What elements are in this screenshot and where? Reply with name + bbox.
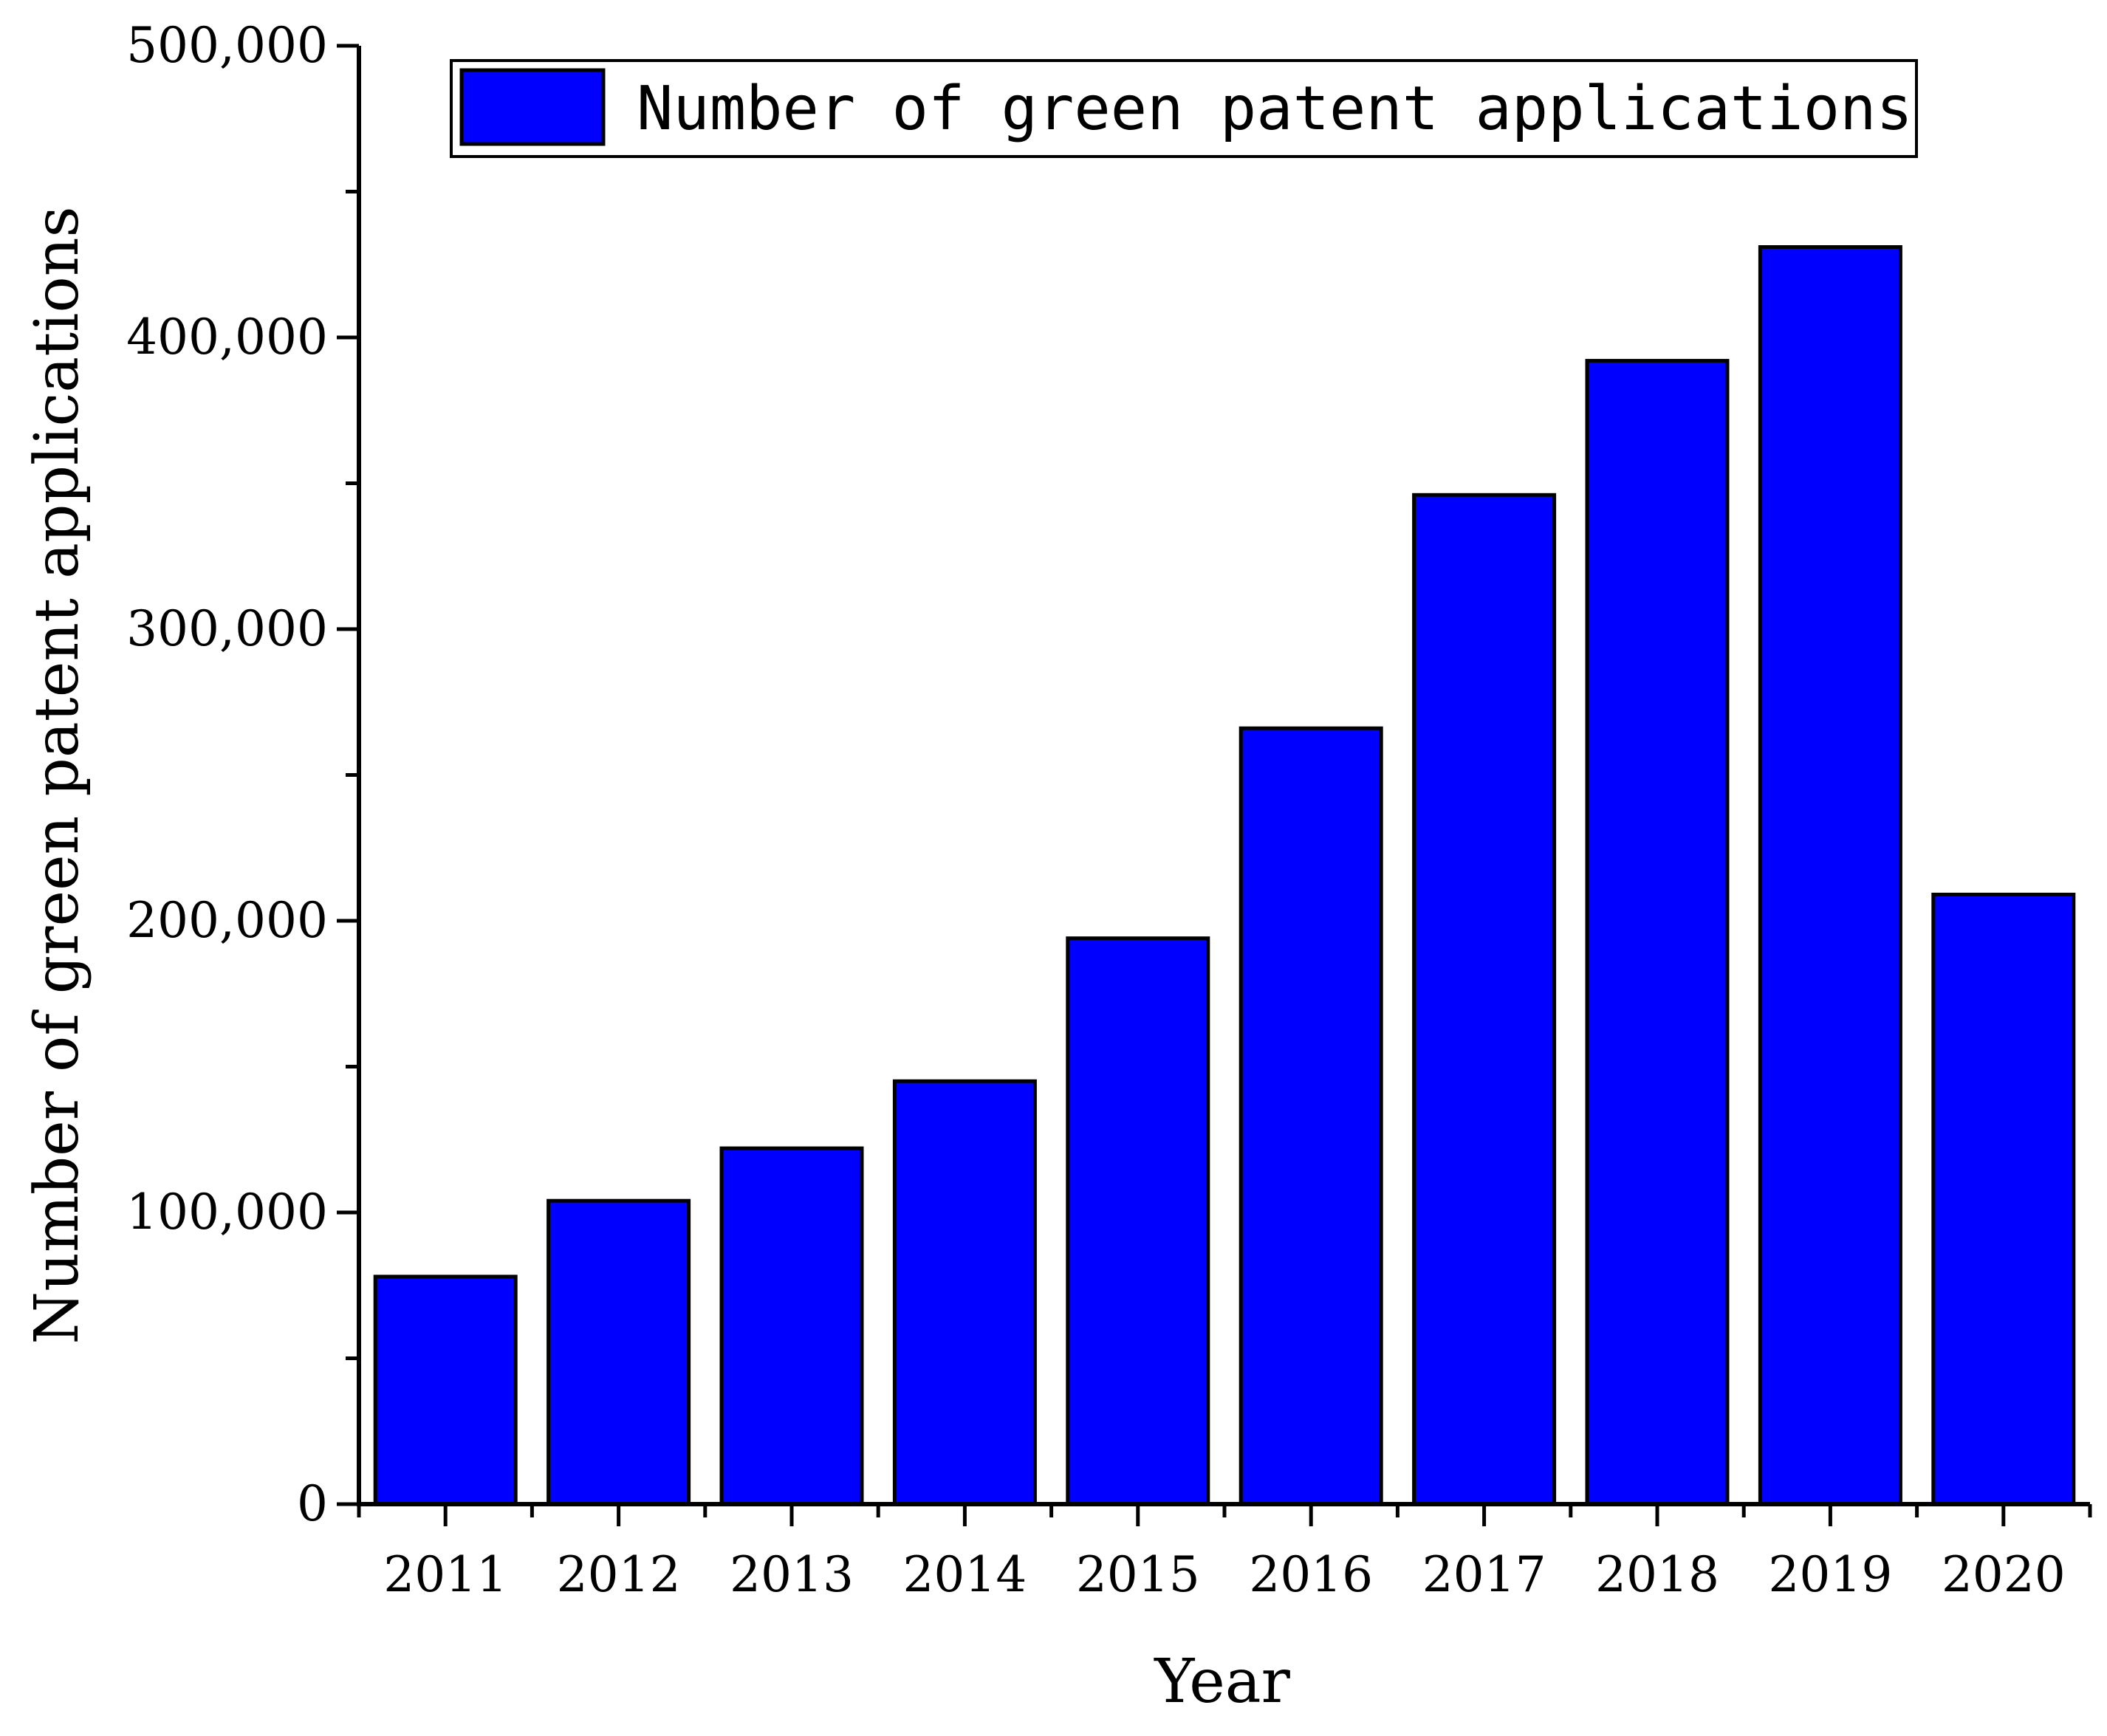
x-tick-label-2012: 2012 xyxy=(557,1546,681,1603)
bar-2018 xyxy=(1585,359,1730,1506)
legend-swatch xyxy=(459,68,606,146)
x-tick-label-2019: 2019 xyxy=(1768,1546,1892,1603)
x-tick-label-2016: 2016 xyxy=(1249,1546,1373,1603)
y-tick-label: 0 xyxy=(297,1475,328,1532)
x-tick-label-2017: 2017 xyxy=(1422,1546,1546,1603)
legend: Number of green patent applications xyxy=(450,59,1918,158)
y-tick-label: 200,000 xyxy=(126,892,328,949)
x-tick-label-2013: 2013 xyxy=(730,1546,854,1603)
bar-2013 xyxy=(719,1146,864,1506)
y-tick-label: 400,000 xyxy=(126,309,328,366)
bar-2020 xyxy=(1931,892,2076,1506)
x-axis-title: Year xyxy=(1154,1647,1290,1717)
x-tick-label-2015: 2015 xyxy=(1076,1546,1200,1603)
y-tick-label: 100,000 xyxy=(126,1184,328,1241)
x-tick-label-2011: 2011 xyxy=(383,1546,507,1603)
x-axis-ticks: 2011 2012 2013 2014 2015 2016 2017 2018 2019 2020 xyxy=(357,1504,2092,1603)
x-tick-label-2020: 2020 xyxy=(1942,1546,2066,1603)
y-tick-label: 500,000 xyxy=(126,17,328,74)
legend-label: Number of green patent applications xyxy=(637,74,1913,144)
legend-box xyxy=(450,59,1918,158)
bar-2019 xyxy=(1758,245,1902,1506)
y-axis-title: Number of green patent applications xyxy=(22,206,92,1344)
y-axis-ticks: 0 100,000 200,000 300,000 400,000 500,000 xyxy=(126,17,359,1532)
bar-2014 xyxy=(892,1079,1037,1506)
bar-2017 xyxy=(1412,493,1557,1506)
bars-group xyxy=(373,245,2076,1506)
bar-2015 xyxy=(1066,936,1210,1506)
bar-2016 xyxy=(1238,726,1383,1506)
bar-2011 xyxy=(373,1274,518,1506)
bar-2012 xyxy=(547,1198,691,1506)
x-tick-label-2018: 2018 xyxy=(1595,1546,1719,1603)
x-tick-label-2014: 2014 xyxy=(902,1546,1027,1603)
y-tick-label: 300,000 xyxy=(126,600,328,657)
